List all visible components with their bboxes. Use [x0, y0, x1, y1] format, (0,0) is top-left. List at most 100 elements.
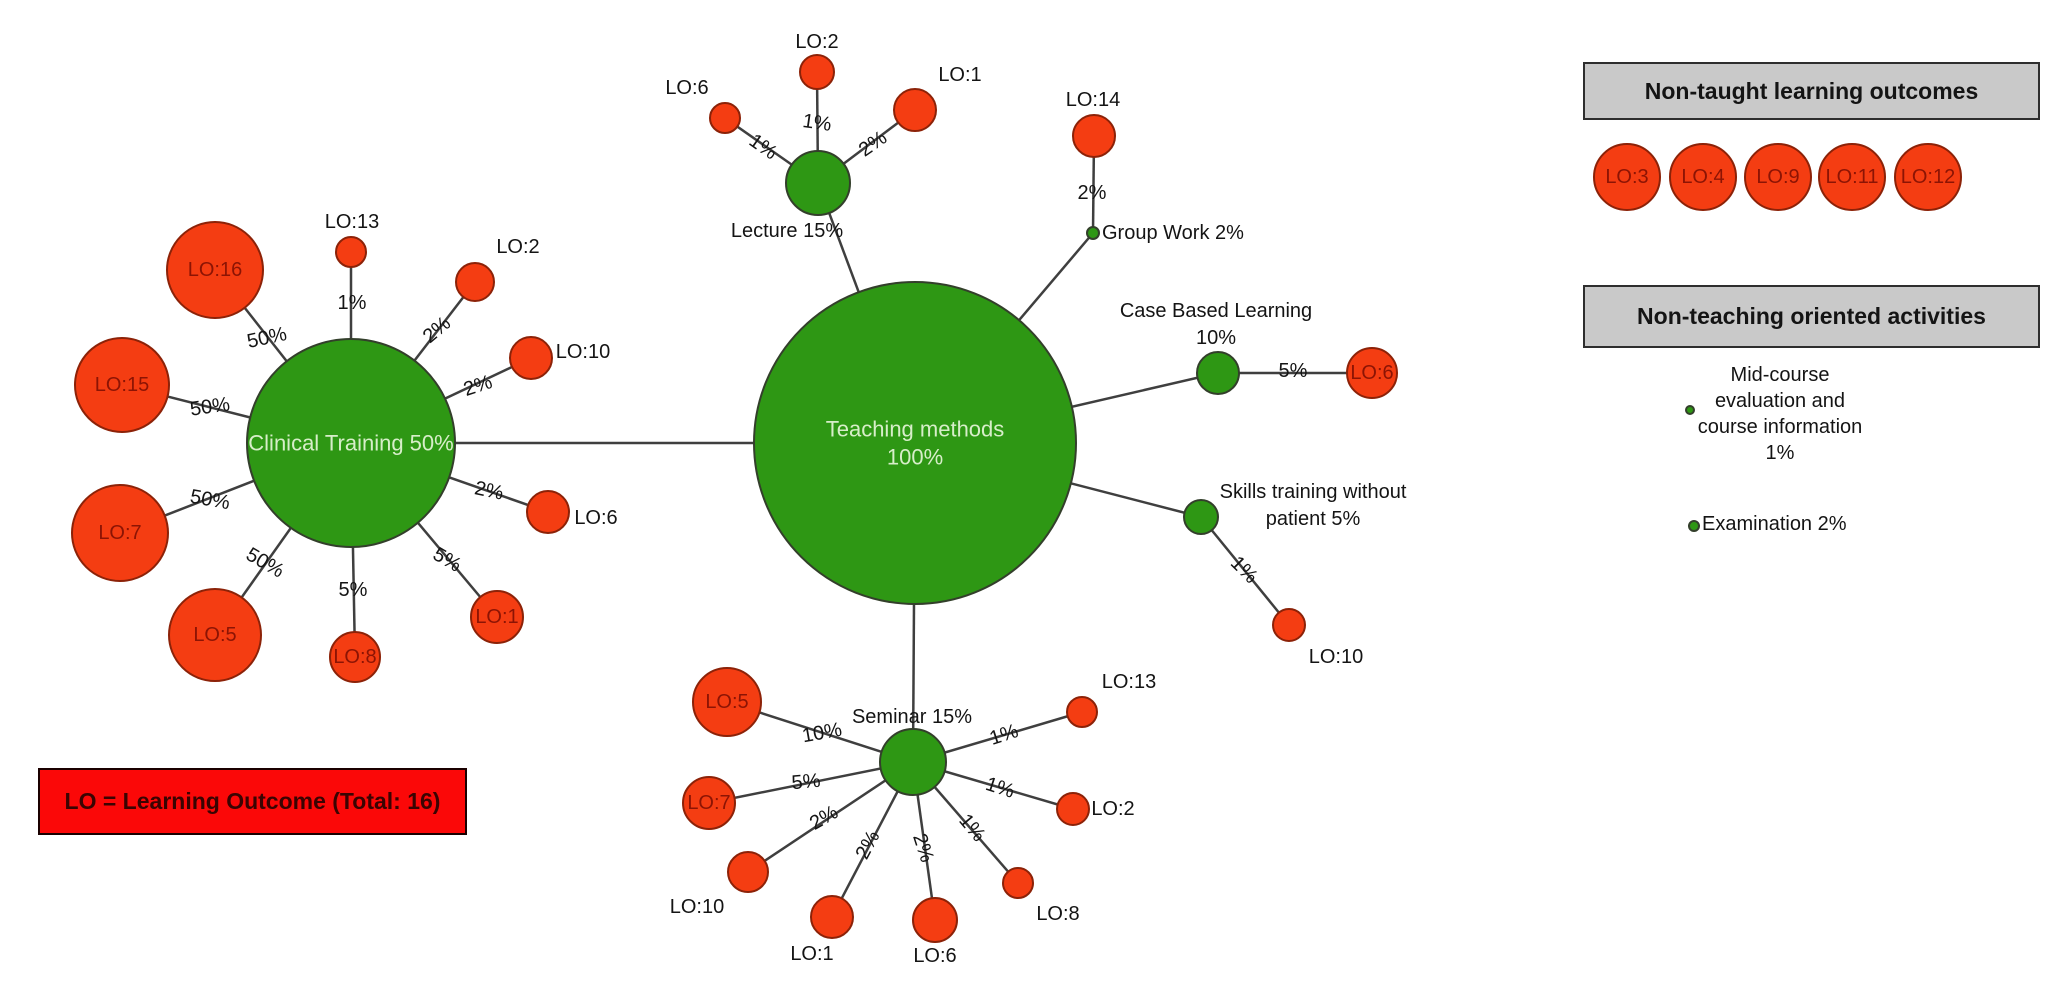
examination-item: Examination 2% [1702, 513, 1847, 535]
midcourse-line-1: Mid-course [1730, 364, 1830, 386]
node-name-groupwork: Group Work 2% [1102, 222, 1244, 244]
non-teaching-activities-header: Non-teaching oriented activities [1583, 285, 2040, 348]
node-cl-lo7 [71, 484, 169, 582]
node-name-lecture: Lecture 15% [731, 220, 844, 242]
node-name-sem-lo1: LO:1 [790, 943, 833, 965]
node-cbl [1196, 351, 1240, 395]
node-name-sem-lo2: LO:2 [1091, 798, 1134, 820]
edge-label-clinical-cl-lo16: 50% [245, 323, 289, 353]
edge-label-clinical-cl-lo5: 50% [242, 543, 288, 582]
edge-label-seminar-sem-lo13: 1% [987, 720, 1021, 750]
node-name-sem-lo6: LO:6 [913, 945, 956, 967]
node-cl-lo16 [166, 221, 264, 319]
midcourse-line-4: 1% [1765, 442, 1795, 464]
node-gw-lo14 [1072, 114, 1116, 158]
node-sk-lo10 [1272, 608, 1306, 642]
edge-label-clinical-cl-lo2: 2% [419, 312, 455, 348]
node-sem-lo2 [1056, 792, 1090, 826]
edge-label-cbl-cbl-lo6: 5% [1279, 360, 1308, 382]
non-taught-outcomes-title: Non-taught learning outcomes [1644, 77, 1979, 104]
node-cl-lo5 [168, 588, 262, 682]
node-cl-lo13 [335, 236, 367, 268]
node-nt-lo11 [1818, 143, 1886, 211]
node-nt-lo12 [1894, 143, 1962, 211]
node-label-teaching: Teaching methods [826, 417, 1005, 442]
node-name-sem-lo13: LO:13 [1102, 671, 1156, 693]
node-name-lec-lo6: LO:6 [665, 77, 708, 99]
node-label-nt-lo4: LO:4 [1681, 166, 1724, 188]
edge-label-clinical-cl-lo7: 50% [188, 486, 231, 515]
node-name-seminar: Seminar 15% [852, 706, 972, 728]
non-taught-outcomes-header: Non-taught learning outcomes [1583, 62, 2040, 120]
node-lec-lo6 [709, 102, 741, 134]
edge-label-seminar-sem-lo1: 2% [852, 827, 885, 863]
node-nt-lo9 [1744, 143, 1812, 211]
node-label-cl-lo8: LO:8 [333, 646, 376, 668]
edge-skills-sk-lo10 [1200, 516, 1290, 626]
node-label-cl-lo5: LO:5 [193, 624, 236, 646]
node-name-sem-lo10: LO:10 [670, 896, 724, 918]
node-label-cl-lo16: LO:16 [188, 259, 242, 281]
node-label-sem-lo5: LO:5 [705, 691, 748, 713]
node-clinical [246, 338, 456, 548]
node-cl-lo1 [470, 590, 524, 644]
node-name-gw-lo14: LO:14 [1066, 89, 1120, 111]
node-name-cl-lo13: LO:13 [325, 211, 379, 233]
node-cl-lo15 [74, 337, 170, 433]
edge-label-seminar-sem-lo2: 1% [983, 773, 1017, 803]
node-teaching [753, 281, 1077, 605]
node-sem-lo10 [727, 851, 769, 893]
edge-label-clinical-cl-lo6: 2% [473, 477, 506, 505]
node-seminar [879, 728, 947, 796]
node-sem-lo6 [912, 897, 958, 943]
node-label-cl-lo1: LO:1 [475, 606, 518, 628]
edge-label-groupwork-gw-lo14: 2% [1078, 182, 1107, 204]
node-sem-lo7 [682, 776, 736, 830]
node-name-cbl: Case Based Learning [1120, 300, 1312, 322]
non-teaching-activities-title: Non-teaching oriented activities [1637, 303, 1986, 329]
node-name-cl-lo2: LO:2 [496, 236, 539, 258]
edge-label-lecture-lec-lo2: 1% [801, 110, 833, 136]
node-name-lec-lo2: LO:2 [795, 31, 838, 53]
node-lecture [785, 150, 851, 216]
lo-legend-box: LO = Learning Outcome (Total: 16) [38, 768, 467, 835]
node-label-cbl-lo6: LO:6 [1350, 362, 1393, 384]
node-nt-lo4 [1669, 143, 1737, 211]
node-cbl-lo6 [1346, 347, 1398, 399]
node-sem-lo1 [810, 895, 854, 939]
lo-legend-label: LO = Learning Outcome (Total: 16) [64, 788, 441, 814]
edge-seminar-sem-lo7 [708, 760, 914, 805]
edge-label-skills-sk-lo10: 1% [1226, 552, 1262, 588]
node-label-teaching: 100% [887, 445, 943, 470]
node-label-nt-lo3: LO:3 [1605, 166, 1648, 188]
edge-label-clinical-cl-lo15: 50% [189, 393, 232, 420]
node-label-clinical: Clinical Training 50% [248, 431, 453, 456]
node-exam-dot [1688, 520, 1700, 532]
node-sem-lo5 [692, 667, 762, 737]
node-label-nt-lo9: LO:9 [1756, 166, 1799, 188]
node-name-sk-lo10: LO:10 [1309, 646, 1363, 668]
node-name-cbl: 10% [1196, 327, 1236, 349]
node-skills [1183, 499, 1219, 535]
node-cl-lo2 [455, 262, 495, 302]
node-label-nt-lo11: LO:11 [1826, 166, 1879, 188]
node-cl-lo6 [526, 490, 570, 534]
node-name-lec-lo1: LO:1 [938, 64, 981, 86]
node-label-cl-lo7: LO:7 [98, 522, 141, 544]
node-sem-lo8 [1002, 867, 1034, 899]
edge-label-seminar-sem-lo6: 2% [908, 831, 938, 865]
node-name-sem-lo8: LO:8 [1036, 903, 1079, 925]
node-lec-lo2 [799, 54, 835, 90]
node-name-skills: patient 5% [1266, 508, 1361, 530]
node-name-cl-lo10: LO:10 [556, 341, 610, 363]
node-label-sem-lo7: LO:7 [687, 792, 730, 814]
edge-label-clinical-cl-lo13: 1% [338, 292, 367, 314]
node-label-nt-lo12: LO:12 [1901, 166, 1955, 188]
node-groupwork [1086, 226, 1100, 240]
node-cl-lo10 [509, 336, 553, 380]
midcourse-line-2: evaluation and [1714, 390, 1846, 412]
node-name-cl-lo6: LO:6 [574, 507, 617, 529]
edge-label-clinical-cl-lo10: 2% [461, 371, 495, 401]
